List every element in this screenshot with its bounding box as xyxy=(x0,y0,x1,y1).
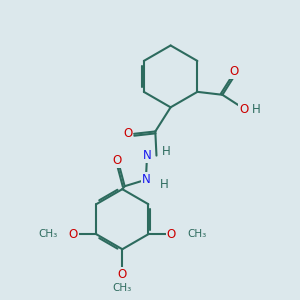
Text: O: O xyxy=(69,228,78,241)
Text: H: H xyxy=(160,178,169,191)
Text: O: O xyxy=(239,103,248,116)
Text: N: N xyxy=(143,149,152,162)
Text: O: O xyxy=(229,65,238,78)
Text: H: H xyxy=(252,103,261,116)
Text: O: O xyxy=(167,228,176,241)
Text: O: O xyxy=(123,127,132,140)
Text: CH₃: CH₃ xyxy=(38,229,57,239)
Text: O: O xyxy=(112,154,122,167)
Text: CH₃: CH₃ xyxy=(113,284,132,293)
Text: O: O xyxy=(118,268,127,281)
Text: N: N xyxy=(142,173,150,186)
Text: H: H xyxy=(161,145,170,158)
Text: CH₃: CH₃ xyxy=(188,229,207,239)
